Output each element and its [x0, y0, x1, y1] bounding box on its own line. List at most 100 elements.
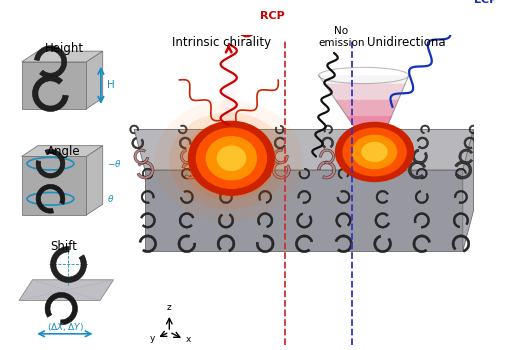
Ellipse shape [181, 122, 276, 200]
Text: $\theta$: $\theta$ [107, 193, 115, 204]
Wedge shape [34, 46, 67, 78]
Text: Angle: Angle [47, 145, 80, 158]
Ellipse shape [205, 136, 257, 181]
Ellipse shape [169, 112, 288, 210]
Wedge shape [227, 161, 244, 179]
Wedge shape [321, 137, 333, 148]
Wedge shape [227, 149, 241, 164]
Wedge shape [373, 235, 391, 253]
Wedge shape [458, 149, 472, 164]
Wedge shape [137, 161, 154, 179]
Ellipse shape [360, 142, 387, 162]
Text: RCP: RCP [260, 11, 285, 21]
Wedge shape [375, 190, 388, 204]
Wedge shape [218, 214, 233, 228]
Wedge shape [256, 235, 273, 253]
Ellipse shape [195, 127, 267, 189]
Text: y: y [149, 334, 155, 343]
Ellipse shape [219, 107, 237, 118]
Wedge shape [334, 235, 352, 253]
Wedge shape [297, 190, 310, 204]
Wedge shape [179, 212, 194, 228]
Wedge shape [451, 235, 469, 252]
Wedge shape [36, 149, 65, 178]
Wedge shape [140, 212, 155, 228]
Wedge shape [463, 137, 475, 149]
Text: $(\Delta X, \Delta Y)$: $(\Delta X, \Delta Y)$ [47, 322, 84, 334]
Wedge shape [455, 168, 465, 179]
Wedge shape [362, 161, 380, 179]
Text: Unidirectiona: Unidirectiona [366, 36, 444, 49]
Ellipse shape [219, 121, 237, 132]
Wedge shape [180, 149, 195, 164]
Wedge shape [219, 191, 232, 204]
Text: H: H [107, 80, 115, 90]
Text: Shift: Shift [50, 240, 77, 253]
Wedge shape [296, 213, 312, 228]
Ellipse shape [334, 122, 413, 182]
Polygon shape [134, 130, 473, 170]
Wedge shape [181, 168, 191, 179]
Wedge shape [45, 292, 77, 325]
Wedge shape [227, 125, 235, 134]
Wedge shape [337, 168, 348, 179]
Polygon shape [22, 51, 102, 62]
Wedge shape [336, 190, 349, 204]
Wedge shape [273, 149, 288, 164]
Wedge shape [317, 161, 335, 179]
Wedge shape [131, 137, 144, 149]
Wedge shape [178, 125, 187, 134]
Wedge shape [408, 161, 425, 179]
Polygon shape [22, 62, 87, 109]
Ellipse shape [219, 128, 237, 139]
Wedge shape [220, 168, 231, 178]
Ellipse shape [219, 92, 237, 103]
Wedge shape [413, 212, 429, 228]
Polygon shape [22, 146, 102, 156]
Wedge shape [142, 168, 153, 179]
Wedge shape [180, 190, 193, 204]
Wedge shape [138, 235, 156, 253]
Text: LCP: LCP [473, 0, 496, 6]
Text: Height: Height [44, 42, 83, 55]
Wedge shape [227, 137, 238, 149]
Polygon shape [318, 76, 408, 156]
Wedge shape [414, 190, 428, 204]
Ellipse shape [219, 114, 237, 125]
Wedge shape [372, 125, 380, 134]
Wedge shape [420, 125, 429, 134]
Wedge shape [412, 149, 427, 164]
Polygon shape [346, 116, 391, 156]
Wedge shape [323, 125, 332, 134]
Wedge shape [454, 161, 471, 179]
Wedge shape [369, 137, 380, 149]
Text: x: x [185, 335, 190, 344]
Text: $-\theta$: $-\theta$ [107, 158, 122, 169]
Wedge shape [129, 125, 138, 134]
Wedge shape [272, 161, 290, 179]
Wedge shape [257, 212, 272, 228]
Wedge shape [335, 212, 351, 228]
Wedge shape [453, 212, 468, 228]
Wedge shape [178, 235, 195, 253]
Wedge shape [295, 235, 313, 253]
Wedge shape [454, 190, 467, 204]
Wedge shape [298, 168, 309, 179]
Wedge shape [181, 161, 199, 179]
Wedge shape [415, 168, 427, 179]
Wedge shape [468, 125, 477, 134]
Ellipse shape [351, 135, 397, 169]
Wedge shape [274, 125, 284, 134]
Wedge shape [141, 190, 154, 204]
Text: z: z [166, 303, 172, 312]
Wedge shape [377, 168, 387, 179]
Wedge shape [416, 137, 428, 149]
Polygon shape [22, 156, 87, 215]
Wedge shape [50, 246, 87, 282]
Wedge shape [259, 168, 270, 179]
Text: No
emission: No emission [317, 26, 364, 48]
Polygon shape [19, 280, 114, 301]
Wedge shape [412, 235, 430, 253]
Polygon shape [87, 146, 102, 215]
Ellipse shape [154, 100, 302, 222]
